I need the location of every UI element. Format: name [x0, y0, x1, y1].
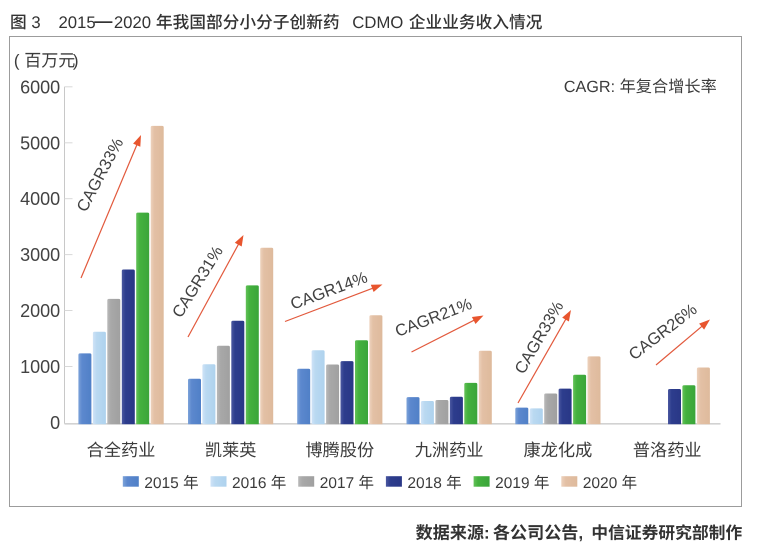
svg-text:6000: 6000 [20, 77, 60, 97]
svg-text:0: 0 [50, 413, 60, 433]
svg-text:5000: 5000 [20, 133, 60, 153]
svg-text:3000: 3000 [20, 245, 60, 265]
svg-text:1000: 1000 [20, 357, 60, 377]
svg-text:2000: 2000 [20, 301, 60, 321]
svg-text:4000: 4000 [20, 189, 60, 209]
